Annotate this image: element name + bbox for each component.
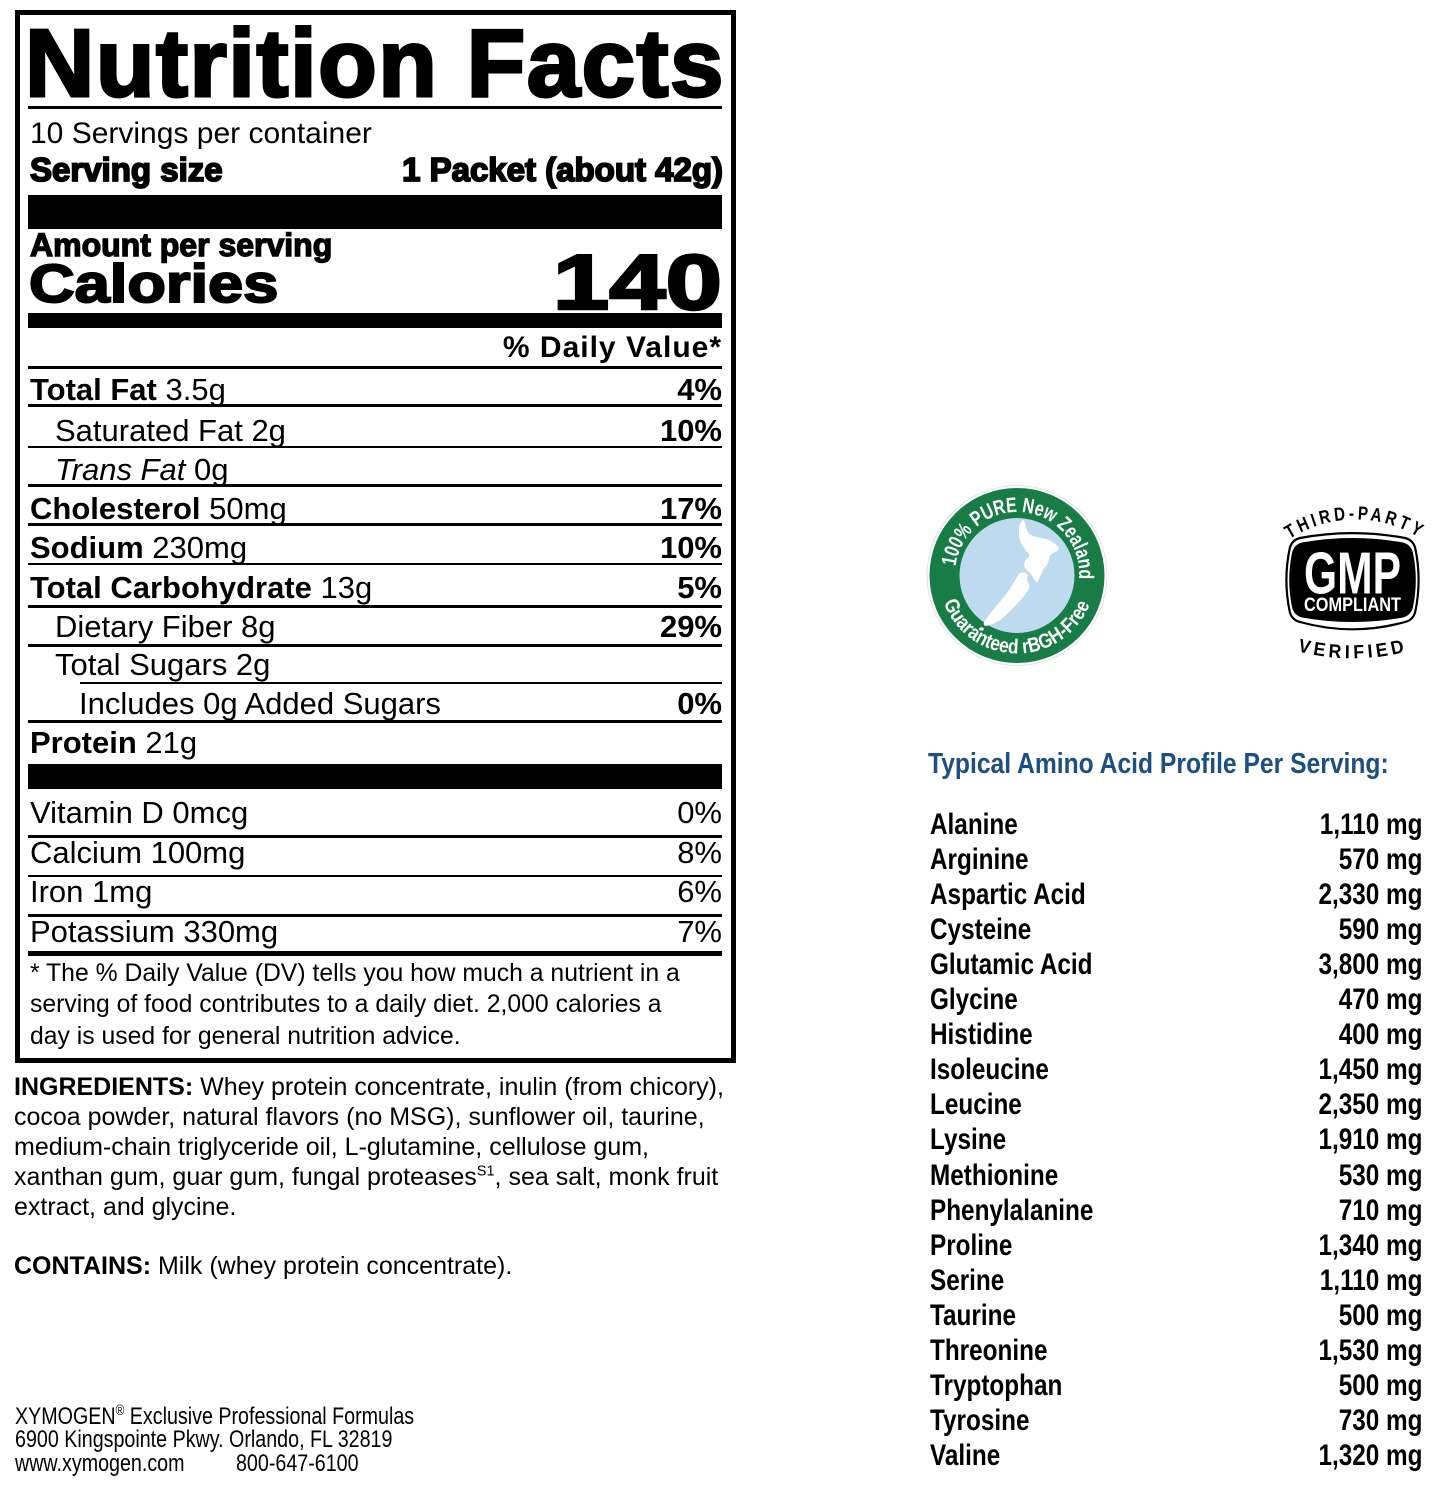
svg-text:VERIFIED: VERIFIED	[1296, 636, 1409, 664]
svg-text:COMPLIANT: COMPLIANT	[1304, 594, 1401, 616]
svg-text:GMP: GMP	[1304, 540, 1401, 607]
